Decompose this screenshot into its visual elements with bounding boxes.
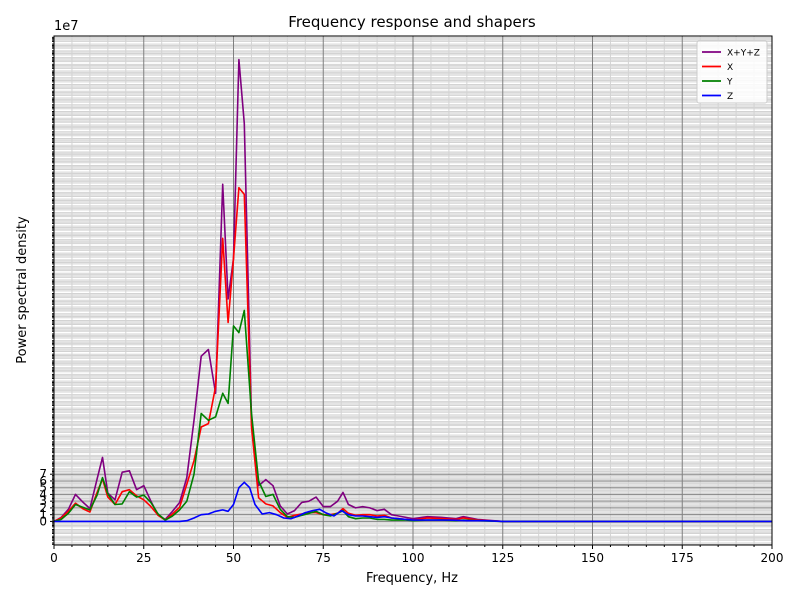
legend: X+Y+Z XYZ (696, 40, 768, 104)
y-axis-label: Power spectral density (15, 216, 30, 364)
legend-label: Y (726, 78, 733, 88)
y-tick-label: 5 (39, 481, 47, 495)
legend-label: Z (727, 92, 733, 102)
x-axis: 0 25 50 75 100 125 150 175 200 (50, 545, 783, 565)
x-tick-label: 150 (581, 551, 604, 565)
y-tick-label: 1 (39, 508, 47, 522)
y-tick-label: 4 (39, 487, 47, 501)
y-axis-offset-label: 1e7 (54, 19, 79, 34)
x-tick-label: 0 (50, 551, 58, 565)
legend-label: X (727, 63, 733, 73)
x-tick-label: 100 (402, 551, 425, 565)
x-tick-label: 175 (671, 551, 694, 565)
series-line-x-y-z (53, 58, 772, 523)
series-line-z (54, 481, 772, 523)
x-tick-label: 125 (491, 551, 514, 565)
y-tick-label: 3 (39, 494, 47, 508)
y-tick-label: 2 (39, 501, 47, 515)
x-tick-label: 75 (316, 551, 331, 565)
series-layer (53, 58, 772, 523)
chart-title: Frequency response and shapers (288, 13, 536, 31)
x-axis-label: Frequency, Hz (366, 571, 458, 586)
x-tick-label: 50 (226, 551, 241, 565)
x-tick-label: 200 (761, 551, 784, 565)
x-tick-label: 25 (136, 551, 151, 565)
y-tick-label: 0 (39, 514, 47, 528)
y-tick-label: 7 (39, 467, 47, 481)
legend-label: X+Y+Z (727, 49, 760, 59)
series-line-y (53, 309, 772, 523)
legend-box (696, 40, 768, 104)
y-tick-label: 6 (39, 474, 47, 488)
